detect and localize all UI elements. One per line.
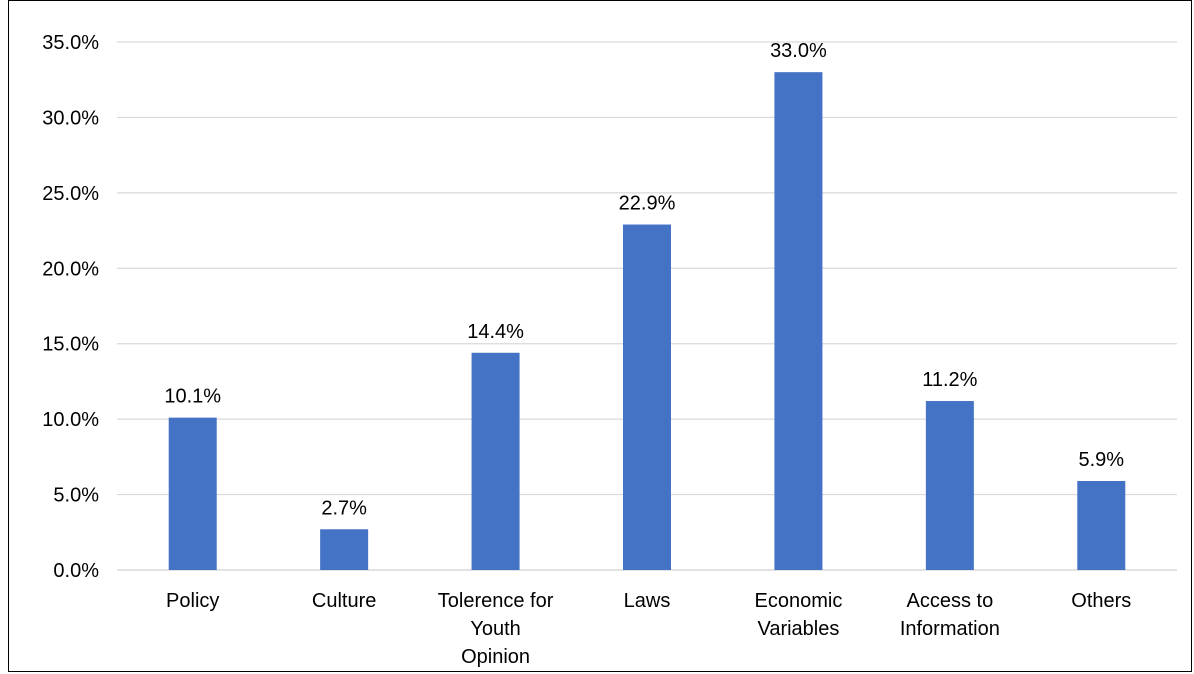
bar [925,401,974,570]
bar [320,529,369,570]
x-category-label: Tolerence for [438,590,554,612]
data-label: 10.1% [164,386,221,408]
x-category-label: Youth [470,618,520,640]
x-category-label: Opinion [461,646,530,668]
x-category-label: Economic [755,590,843,612]
bar [471,352,520,570]
y-tick-label: 15.0% [42,334,99,356]
data-label: 14.4% [467,321,524,343]
x-category-label: Variables [757,618,839,640]
bar [168,417,217,570]
bar [1077,480,1126,570]
bar [623,224,671,570]
x-category-label: Information [900,618,1000,640]
x-category-label: Culture [312,590,376,612]
data-label: 2.7% [321,497,367,519]
data-label: 5.9% [1078,449,1124,471]
y-tick-label: 10.0% [42,409,99,431]
y-tick-label: 30.0% [42,107,99,129]
data-label: 22.9% [619,193,676,215]
y-tick-label: 5.0% [53,485,99,507]
y-tick-label: 0.0% [53,560,99,582]
x-category-label: Access to [907,590,994,612]
x-category-label: Laws [624,590,671,612]
bar [774,72,823,571]
x-category-label: Policy [166,590,219,612]
y-tick-label: 35.0% [42,32,99,54]
data-label: 33.0% [770,40,827,62]
x-category-label: Others [1071,590,1131,612]
y-tick-label: 25.0% [42,183,99,205]
y-tick-label: 20.0% [42,258,99,280]
data-label: 11.2% [922,369,977,391]
